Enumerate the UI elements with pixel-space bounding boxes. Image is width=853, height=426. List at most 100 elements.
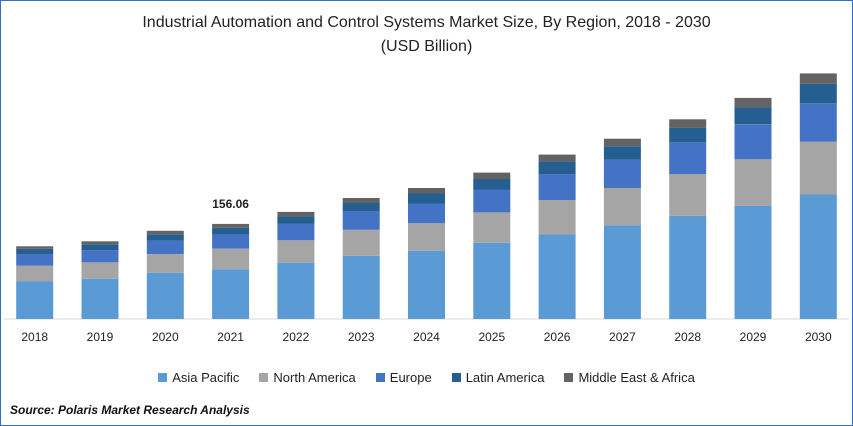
bar-segment-2029-europe [734,124,772,160]
bar-segment-2021-europe [212,234,250,249]
bar-segment-2022-north-america [277,240,315,263]
bar-segment-2019-asia-pacific [81,278,119,319]
bar-segment-2025-north-america [473,212,511,243]
bar-segment-2021-asia-pacific [212,269,250,319]
bar-segment-2029-latin-america [734,107,772,125]
bar-chart: 2018 2019 2020 2021 2022 2023 2024 2025 2026 2027… [4,73,849,344]
bar-segment-2028-middle-east-africa [669,119,707,128]
legend-item: Middle East & Africa [564,368,695,386]
bar-segment-2026-middle-east-africa [538,154,576,162]
x-tick-label: 2022 [283,330,310,344]
bar-segment-2021-north-america [212,248,250,270]
bar-segment-2018-europe [16,254,54,266]
legend-label: North America [273,369,356,385]
legend-swatch [158,372,168,382]
bar-segment-2018-middle-east-africa [16,246,54,249]
bar-segment-2018-north-america [16,265,54,282]
bar-segment-2028-north-america [669,174,707,216]
source-note: Source: Polaris Market Research Analysis [10,403,250,417]
bar-segment-2023-asia-pacific [342,255,380,319]
legend-item: Asia Pacific [158,368,239,386]
bar-segment-2018-asia-pacific [16,281,54,319]
legend-swatch [259,372,269,382]
x-tick-label: 2026 [544,330,571,344]
bar-segment-2027-europe [603,159,641,188]
legend: Asia Pacific North America Europe Latin Ame… [0,368,853,386]
bar-segment-2027-latin-america [603,146,641,160]
legend-label: Europe [389,369,432,385]
bar-segment-2021-middle-east-africa [212,223,250,228]
bar-segment-2026-north-america [538,200,576,235]
bar-segment-2019-middle-east-africa [81,241,119,245]
x-tick-label: 2020 [152,330,179,344]
bar-segment-2018-latin-america [16,248,54,255]
legend-label: Asia Pacific [172,369,240,385]
bar-segment-2030-middle-east-africa [799,73,837,84]
bar-segment-2025-asia-pacific [473,242,511,319]
bar-segment-2023-latin-america [342,202,380,212]
legend-item: Latin America [451,368,545,386]
bar-segment-2020-middle-east-africa [146,230,184,235]
legend-label: Latin America [465,369,545,385]
bar-segment-2020-north-america [146,254,184,273]
bar-segment-2026-asia-pacific [538,234,576,319]
bar-segment-2029-asia-pacific [734,205,772,319]
legend-item: Europe [375,368,432,386]
bar-segment-2025-latin-america [473,179,511,190]
legend-label: Middle East & Africa [578,369,695,385]
bar-segment-2028-asia-pacific [669,215,707,319]
bar-segment-2019-north-america [81,262,119,279]
x-tick-label: 2029 [740,330,767,344]
bar-segment-2024-middle-east-africa [408,188,445,194]
bar-segment-2028-latin-america [669,127,707,143]
bar-segment-2024-north-america [408,223,445,251]
annotations-group: 156.06 [212,197,249,211]
x-tick-label: 2028 [674,330,701,344]
x-tick-label: 2025 [478,330,505,344]
bar-segment-2023-europe [342,211,380,230]
bar-segment-2020-latin-america [146,234,184,241]
data-label-2021: 156.06 [212,197,249,211]
bar-segment-2027-asia-pacific [603,225,641,319]
x-tick-label: 2030 [805,330,832,344]
x-tick-label: 2027 [609,330,636,344]
x-tick-label: 2018 [21,330,48,344]
bar-segment-2027-middle-east-africa [603,138,641,147]
bars-group [16,73,837,319]
bar-segment-2019-europe [81,250,119,263]
legend-item: North America [259,368,356,386]
bar-segment-2022-middle-east-africa [277,211,315,217]
legend-swatch [564,372,574,382]
bar-segment-2029-north-america [734,159,772,206]
legend-swatch [451,372,461,382]
chart-subtitle: (USD Billion) [380,38,473,55]
legend-swatch [375,372,385,382]
bar-segment-2025-middle-east-africa [473,172,511,180]
bar-segment-2023-north-america [342,229,380,256]
bar-segment-2024-asia-pacific [408,250,445,319]
bar-segment-2030-north-america [799,141,837,195]
x-tick-label: 2023 [348,330,375,344]
x-tick-label: 2019 [87,330,114,344]
bar-segment-2025-europe [473,189,511,213]
bar-segment-2030-latin-america [799,83,837,104]
bar-segment-2022-asia-pacific [277,262,315,319]
bar-segment-2022-latin-america [277,216,315,224]
bar-segment-2024-europe [408,203,445,224]
chart-title: Industrial Automation and Control System… [142,14,711,31]
bar-segment-2022-europe [277,223,315,241]
bar-segment-2023-middle-east-africa [342,198,380,203]
bar-segment-2028-europe [669,142,707,175]
bar-segment-2027-north-america [603,188,641,226]
bar-segment-2026-europe [538,174,576,200]
x-tick-label: 2024 [413,330,440,344]
bar-segment-2020-europe [146,240,184,255]
bar-segment-2019-latin-america [81,244,119,251]
bar-segment-2024-latin-america [408,193,445,204]
bar-segment-2026-latin-america [538,161,576,175]
x-tick-labels: 2018 2019 2020 2021 2022 2023 2024 2025 2026 2027… [21,330,832,344]
bar-segment-2021-latin-america [212,227,250,235]
bar-segment-2029-middle-east-africa [734,97,772,108]
bar-segment-2030-asia-pacific [799,194,837,319]
bar-segment-2030-europe [799,103,837,142]
